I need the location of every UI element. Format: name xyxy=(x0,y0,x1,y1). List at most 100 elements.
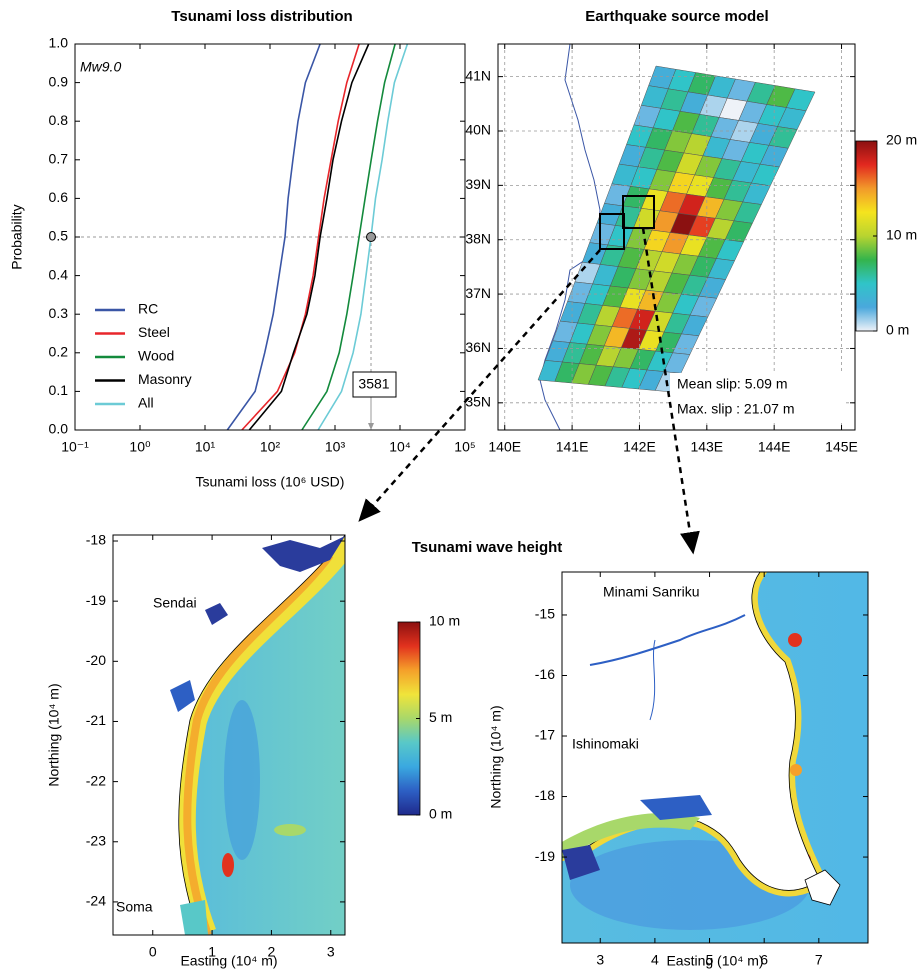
y-axis-label: Northing (10⁴ m) xyxy=(46,683,62,786)
y-tick-label: 0.8 xyxy=(49,112,69,128)
region-box xyxy=(622,195,655,229)
y-tick-label: -18 xyxy=(86,532,106,548)
y-tick-label: -15 xyxy=(535,606,555,622)
x-tick-label: 3 xyxy=(596,952,604,968)
y-tick-label: 37N xyxy=(465,285,491,301)
y-tick-label: 0.0 xyxy=(49,421,69,437)
arrow xyxy=(358,249,601,522)
legend-label: All xyxy=(138,395,154,411)
patch xyxy=(222,853,234,877)
y-tick-label: -22 xyxy=(86,772,106,788)
x-tick-label: 10⁰ xyxy=(129,439,151,455)
inundation xyxy=(562,813,700,860)
plot-frame xyxy=(561,571,869,944)
y-tick-label: 0.9 xyxy=(49,73,69,89)
y-tick-label: 39N xyxy=(465,176,491,192)
colorbar-label: 0 m xyxy=(429,806,452,822)
x-tick-label: 140E xyxy=(488,439,521,455)
land xyxy=(113,535,345,935)
legend-label: Steel xyxy=(138,324,170,340)
cdf-line xyxy=(226,43,321,431)
chart-title: Tsunami wave height xyxy=(412,539,563,556)
plot-frame xyxy=(112,534,346,936)
y-tick-label: 0.2 xyxy=(49,344,69,360)
place-label: Minami Sanriku xyxy=(603,584,699,600)
place-label: Sendai xyxy=(153,595,197,611)
x-axis-label: Easting (10⁴ m) xyxy=(180,953,277,969)
overlay: Mean slip: 5.09 m Max. slip : 21.07 m 35… xyxy=(352,195,846,555)
y-tick-label: -20 xyxy=(86,652,106,668)
y-axis-label: Probability xyxy=(9,204,25,269)
annotation: Mw9.0 xyxy=(80,59,121,75)
y-tick-label: 38N xyxy=(465,230,491,246)
cdf-line xyxy=(301,43,396,431)
x-tick-label: 143E xyxy=(690,439,723,455)
river xyxy=(589,614,746,666)
y-tick-label: 0.5 xyxy=(49,228,69,244)
inundation xyxy=(205,603,228,625)
y-tick-label: 0.3 xyxy=(49,305,69,321)
legend-label: Wood xyxy=(138,348,174,364)
y-tick-label: 40N xyxy=(465,122,491,138)
colorbar-label: 10 m xyxy=(886,227,917,243)
x-tick-label: 4 xyxy=(651,952,659,968)
y-tick-label: 1.0 xyxy=(49,35,69,51)
chart-title: Tsunami loss distribution xyxy=(171,8,352,25)
y-tick-label: -19 xyxy=(535,848,555,864)
marker xyxy=(366,232,377,242)
inundation xyxy=(640,795,712,820)
place-label: Ishinomaki xyxy=(572,736,639,752)
y-tick-label: 35N xyxy=(465,394,491,410)
legend-label: Masonry xyxy=(138,371,192,387)
place-label: Soma xyxy=(116,899,153,915)
colorbar-label: 10 m xyxy=(429,613,460,629)
x-tick-label: 3 xyxy=(327,944,335,960)
eddy xyxy=(224,700,260,860)
x-tick-label: 10¹ xyxy=(195,439,216,455)
chart-title: Earthquake source model xyxy=(585,8,768,25)
x-tick-label: 7 xyxy=(815,952,823,968)
x-tick-label: 10⁻¹ xyxy=(61,439,89,455)
patch xyxy=(790,764,802,776)
island xyxy=(804,869,841,906)
cdf-line xyxy=(248,43,370,431)
plot-frame xyxy=(74,43,466,431)
y-tick-label: 0.1 xyxy=(49,382,69,398)
y-tick-label: 36N xyxy=(465,339,491,355)
y-tick-label: 0.4 xyxy=(49,266,69,282)
wave-map-ishinomaki xyxy=(562,572,868,943)
value-box xyxy=(352,371,397,398)
y-tick-label: -23 xyxy=(86,832,106,848)
x-tick-label: 6 xyxy=(760,952,768,968)
y-tick-label: -21 xyxy=(86,712,106,728)
annotation: Max. slip : 21.07 m xyxy=(677,401,795,417)
colorbar-label: 20 m xyxy=(886,132,917,148)
x-tick-label: 1 xyxy=(208,944,216,960)
river xyxy=(649,639,656,721)
annotation-box xyxy=(670,373,846,423)
coastal-band xyxy=(183,552,334,935)
y-tick-label: -24 xyxy=(86,893,106,909)
x-tick-label: 142E xyxy=(623,439,656,455)
x-axis-label: Tsunami loss (10⁶ USD) xyxy=(196,474,345,490)
region-box xyxy=(599,213,625,250)
y-tick-label: 0.7 xyxy=(49,151,69,167)
x-tick-label: 145E xyxy=(825,439,858,455)
x-tick-label: 141E xyxy=(556,439,589,455)
x-tick-label: 10⁴ xyxy=(389,439,411,455)
x-tick-label: 10² xyxy=(260,439,281,455)
inundation xyxy=(170,680,195,712)
x-tick-label: 5 xyxy=(706,952,714,968)
x-tick-label: 0 xyxy=(149,944,157,960)
y-tick-label: -17 xyxy=(535,727,555,743)
y-tick-label: 0.6 xyxy=(49,189,69,205)
colorbar-label: 0 m xyxy=(886,322,909,338)
annotation: Mean slip: 5.09 m xyxy=(677,376,788,392)
reference-arrow xyxy=(368,423,375,430)
x-tick-label: 144E xyxy=(758,439,791,455)
wave-map-sendai xyxy=(113,535,345,935)
y-tick-label: -19 xyxy=(86,592,106,608)
inundation xyxy=(180,900,208,935)
plot-frame xyxy=(497,43,856,431)
